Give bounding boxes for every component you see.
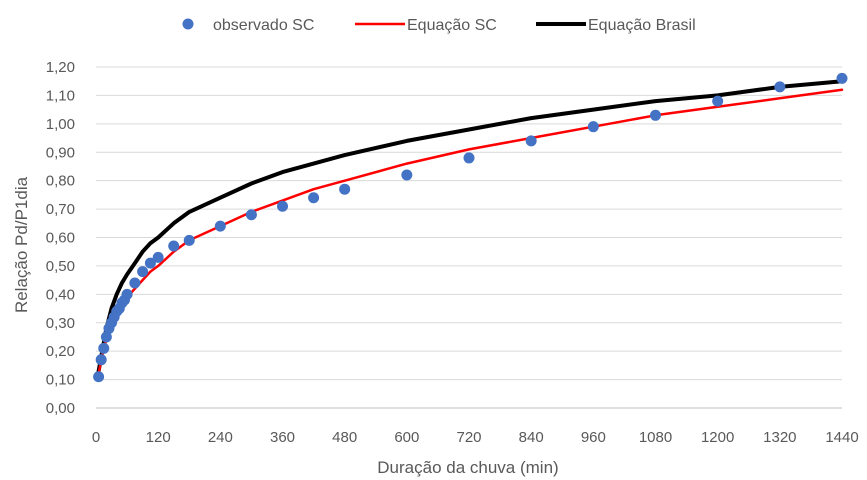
data-point-observado-sc: [168, 240, 180, 252]
data-point-observado-sc: [245, 209, 257, 221]
y-tick-label: 1,10: [46, 87, 75, 104]
x-tick-label: 1440: [825, 429, 858, 446]
y-tick-label: 0,60: [46, 230, 75, 247]
y-tick-labels: 0,00 0,10 0,20 0,30 0,40 0,50 0,60 0,70 0,80 0,90…: [46, 59, 75, 417]
data-point-observado-sc: [183, 234, 195, 246]
legend-label-equacao-sc: Equação SC: [407, 17, 497, 34]
y-tick-label: 0,70: [46, 201, 75, 218]
data-point-observado-sc: [712, 95, 724, 107]
y-tick-label: 0,20: [46, 343, 75, 360]
x-tick-label: 1080: [639, 429, 672, 446]
x-tick-label: 840: [519, 429, 544, 446]
data-point-observado-sc: [93, 371, 105, 383]
x-tick-label: 600: [394, 429, 419, 446]
x-axis-title: Duração da chuva (min): [377, 458, 558, 477]
x-tick-label: 240: [208, 429, 233, 446]
data-point-observado-sc: [137, 266, 149, 278]
y-tick-label: 1,20: [46, 59, 75, 76]
x-tick-labels: 0 120 240 360 480 600 720 840 960 1080 1200 1320 144…: [92, 429, 859, 446]
x-tick-label: 1320: [763, 429, 796, 446]
data-point-observado-sc: [152, 251, 164, 263]
x-tick-label: 360: [270, 429, 295, 446]
y-tick-label: 1,00: [46, 116, 75, 133]
data-point-observado-sc: [308, 192, 320, 204]
y-tick-label: 0,10: [46, 372, 75, 389]
series-line-equacao-brasil: [96, 79, 844, 374]
series-line-equacao-sc: [97, 88, 844, 376]
data-point-observado-sc: [129, 277, 141, 289]
legend-label-observado-sc: observado SC: [213, 17, 314, 34]
data-point-observado-sc: [277, 200, 288, 212]
y-tick-label: 0,90: [46, 144, 75, 161]
data-point-observado-sc: [836, 72, 848, 84]
data-point-observado-sc: [144, 257, 156, 269]
legend-marker-observado-sc: [182, 18, 194, 30]
data-point-observado-sc: [98, 342, 110, 354]
data-point-observado-sc: [587, 121, 599, 133]
x-tick-label: 720: [456, 429, 481, 446]
data-point-observado-sc: [774, 81, 786, 93]
legend-label-equacao-brasil: Equação Brasil: [588, 17, 696, 34]
y-axis-title: Relação Pd/P1dia: [12, 176, 31, 313]
data-point-observado-sc: [463, 152, 475, 164]
y-tick-label: 0,50: [46, 258, 75, 275]
data-point-observado-sc: [214, 220, 226, 232]
y-tick-label: 0,30: [46, 315, 75, 332]
x-tick-label: 120: [146, 429, 171, 446]
legend: observado SC Equação SC Equação Brasil: [182, 17, 696, 34]
y-tick-label: 0,00: [46, 400, 75, 417]
data-point-observado-sc: [121, 288, 133, 300]
series: [93, 72, 848, 383]
data-point-observado-sc: [401, 169, 413, 181]
x-tick-label: 480: [332, 429, 357, 446]
y-tick-label: 0,40: [46, 286, 75, 303]
x-tick-label: 960: [581, 429, 606, 446]
data-point-observado-sc: [95, 354, 107, 366]
data-point-observado-sc: [100, 331, 112, 343]
data-point-observado-sc: [650, 109, 661, 121]
data-point-observado-sc: [525, 135, 537, 147]
x-tick-label: 0: [92, 429, 100, 446]
x-tick-label: 1200: [701, 429, 734, 446]
gridlines: [96, 66, 842, 409]
data-point-observado-sc: [339, 183, 351, 195]
y-tick-label: 0,80: [46, 173, 75, 190]
